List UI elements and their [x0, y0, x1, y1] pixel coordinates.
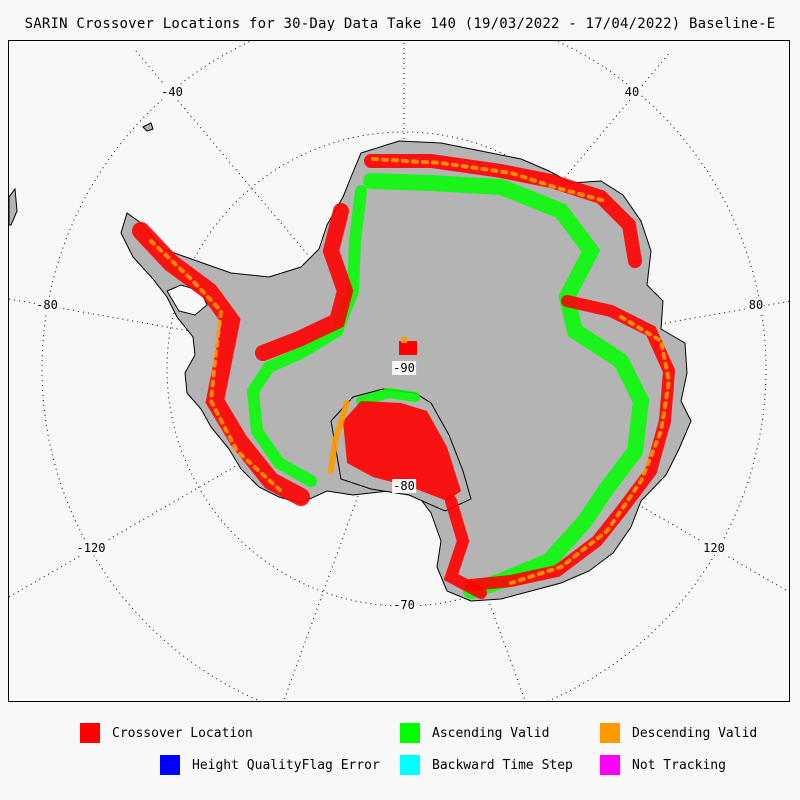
legend-item-ascending-valid: Ascending Valid: [400, 723, 549, 743]
pole-descending-marker: [401, 337, 407, 343]
crossover-band-filchner: [343, 401, 461, 501]
lon-label-m40: -40: [160, 85, 184, 99]
descending-track-east: [509, 315, 672, 585]
lon-label-120: 120: [702, 541, 726, 555]
legend-label-height-qualityflag-error: Height QualityFlag Error: [192, 757, 380, 773]
lat-label-m70: -70: [392, 598, 416, 612]
legend-swatch-crossover-location: [80, 723, 100, 743]
island-left-edge: [9, 187, 18, 226]
map-title: SARIN Crossover Locations for 30-Day Dat…: [24, 16, 776, 32]
legend-item-backward-time-step: Backward Time Step: [400, 755, 573, 775]
legend-item-height-qualityflag-error: Height QualityFlag Error: [160, 755, 380, 775]
legend-item-crossover-location: Crossover Location: [80, 723, 253, 743]
legend-swatch-backward-time-step: [400, 755, 420, 775]
crossover-band-west-ridge: [255, 203, 354, 361]
legend-item-descending-valid: Descending Valid: [600, 723, 757, 743]
crossover-band-coast-north: [364, 154, 642, 268]
lon-label-80: 80: [747, 298, 765, 312]
legend-label-backward-time-step: Backward Time Step: [432, 757, 573, 773]
lon-label-m120: -120: [75, 541, 107, 555]
descending-track-filchner: [328, 400, 350, 474]
graticule-circle-60: [41, 41, 767, 701]
legend-swatch-descending-valid: [600, 723, 620, 743]
pole-crossover-marker: [399, 341, 417, 355]
lat-label-m80: -80: [392, 479, 416, 493]
legend-swatch-height-qualityflag-error: [160, 755, 180, 775]
island-small: [142, 122, 154, 132]
ascending-track-band-ross: [356, 387, 420, 406]
meridian-m120: [9, 368, 405, 598]
legend-label-ascending-valid: Ascending Valid: [432, 725, 550, 741]
descending-track-north: [371, 157, 607, 203]
descending-track-peninsula: [149, 239, 283, 493]
crossover-band-filchner-east: [443, 495, 487, 599]
map-frame: -40 40 -80 80 -120 120 -90 -80 -70: [8, 40, 790, 702]
legend-swatch-ascending-valid: [400, 723, 420, 743]
legend-swatch-not-tracking: [600, 755, 620, 775]
legend-label-not-tracking: Not Tracking: [632, 757, 726, 773]
legend-label-crossover-location: Crossover Location: [112, 725, 253, 741]
lat-label-m90: -90: [392, 361, 416, 375]
lon-label-m80: -80: [35, 298, 59, 312]
ascending-track-band-west: [246, 185, 367, 487]
legend-item-not-tracking: Not Tracking: [600, 755, 726, 775]
legend-label-descending-valid: Descending Valid: [632, 725, 758, 741]
crossover-tracks: [132, 154, 676, 599]
lon-label-40: 40: [623, 85, 641, 99]
ascending-track-band-east: [363, 173, 650, 599]
